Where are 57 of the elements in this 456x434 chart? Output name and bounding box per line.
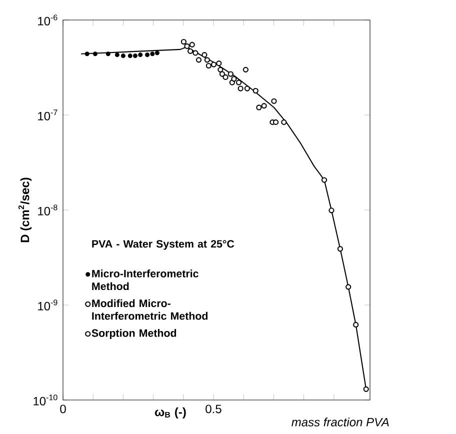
point	[242, 66, 248, 72]
x-axis-title: ω$_{B}$ (-)	[154, 407, 186, 419]
point	[218, 66, 224, 72]
point	[244, 86, 250, 92]
x-tick-label: 0.5	[206, 404, 222, 414]
y-tick-label: 10$^{-7}$	[38, 110, 58, 120]
legend-label: Sorption Method	[92, 328, 176, 339]
point	[222, 74, 228, 80]
point	[189, 42, 195, 48]
y-tick-label: 10$^{-8}$	[38, 204, 58, 216]
legend-title: PVA - Water System at 25°C	[92, 240, 234, 250]
point	[363, 386, 369, 392]
y-tick-label: 10$^{-10}$	[34, 394, 58, 406]
point	[346, 284, 352, 290]
point	[184, 43, 190, 49]
point	[252, 88, 258, 94]
point	[114, 52, 120, 58]
point	[150, 52, 155, 56]
point	[238, 86, 244, 92]
point	[219, 71, 226, 77]
point	[271, 98, 277, 104]
point	[196, 57, 202, 63]
point	[328, 208, 334, 214]
legend-label: Micro-Interferometric Method	[92, 270, 198, 290]
point	[231, 76, 237, 82]
point	[337, 246, 344, 252]
point	[154, 50, 160, 56]
point	[138, 52, 143, 58]
y-tick-label: 10$^{-9}$	[38, 300, 58, 310]
point	[206, 62, 212, 69]
point	[353, 322, 359, 328]
point	[281, 119, 287, 125]
text: mass fraction PVA	[292, 418, 389, 426]
point	[132, 54, 138, 58]
y-axis-title: D (cm$^{2}$/sec)	[18, 178, 32, 242]
point	[145, 52, 150, 58]
point	[228, 71, 234, 77]
point	[128, 54, 132, 58]
y-tick-label: 10$^{-6}$	[38, 14, 58, 26]
point	[216, 60, 222, 66]
point	[236, 80, 242, 86]
x-tick-label: 0	[60, 404, 66, 414]
point	[261, 102, 267, 109]
point	[202, 52, 208, 58]
point	[321, 177, 328, 183]
point	[188, 48, 194, 54]
point	[84, 52, 90, 56]
legend-label: Modified Micro-Interferometric Method	[92, 299, 208, 320]
point	[272, 119, 279, 125]
point	[180, 38, 186, 45]
point	[256, 104, 262, 110]
point	[204, 57, 210, 63]
point	[210, 62, 217, 68]
point	[192, 50, 198, 56]
point	[92, 52, 98, 56]
point	[106, 52, 110, 56]
point	[120, 54, 126, 58]
